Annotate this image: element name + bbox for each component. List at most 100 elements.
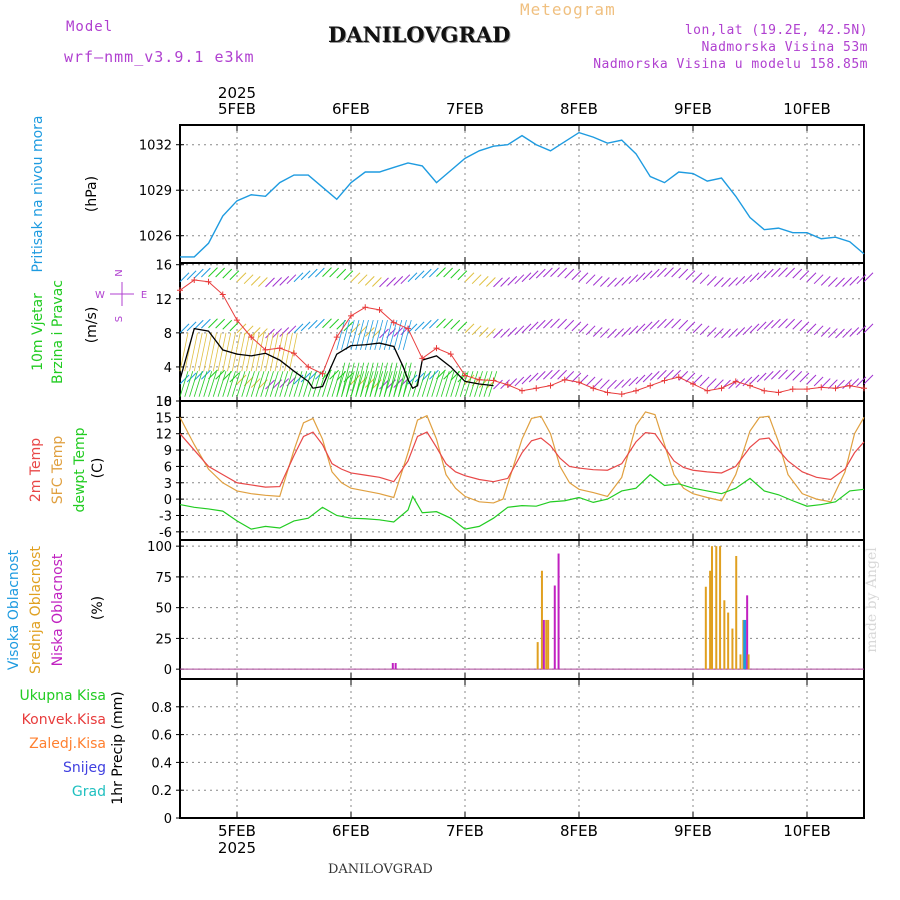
wind-barb: [721, 277, 731, 288]
wind-barb: [699, 376, 710, 387]
watermark: made by Angel: [864, 547, 880, 653]
wind-barb: [201, 267, 211, 278]
wind-barb: [393, 276, 404, 286]
wind-barb: [535, 268, 546, 279]
wind-barb: [493, 277, 503, 288]
cloud-mid-axis-label: Srednja Oblacnost: [28, 546, 44, 674]
wind-hatch: [431, 371, 441, 397]
wind-barb: [464, 323, 475, 334]
wind-hatch: [341, 319, 350, 350]
wind-hatch: [236, 371, 246, 397]
gust-marker: [276, 345, 283, 352]
wind-barb: [350, 272, 361, 283]
wind-barb: [429, 267, 439, 278]
wind-barb: [179, 323, 190, 334]
wind-barb: [229, 372, 240, 383]
wind-barb: [186, 372, 197, 383]
wind-barb: [307, 319, 318, 330]
cloud-bar: [746, 595, 749, 670]
wind-barb: [756, 321, 767, 332]
wind-barb: [778, 267, 788, 277]
wind-barb: [785, 369, 795, 380]
wind-barb: [450, 268, 461, 279]
wind-barb: [756, 372, 767, 383]
wind-barb: [678, 370, 689, 381]
wind-barb: [799, 372, 810, 383]
wind-barb: [763, 268, 774, 279]
gust-marker: [832, 385, 839, 392]
wind-hatch: [208, 371, 217, 397]
wind-barb: [521, 323, 532, 334]
wind-barb: [457, 270, 468, 281]
wind-barb: [421, 319, 432, 330]
wind-hatch: [483, 371, 493, 397]
wind-hatch: [464, 371, 474, 397]
wind-barb: [614, 379, 624, 390]
wind-barb: [493, 328, 503, 339]
wind-hatch: [388, 319, 398, 350]
wind-barb: [514, 274, 525, 285]
y-tick-label: 0: [164, 493, 172, 508]
wind-barb: [799, 321, 810, 332]
wind-hatch: [355, 362, 365, 397]
wind-hatch: [274, 332, 284, 372]
wind-barb: [300, 270, 311, 281]
wind-barb: [179, 272, 190, 283]
gust-marker: [305, 363, 312, 370]
wind-barb: [535, 319, 546, 330]
gust-marker: [462, 372, 468, 379]
wind-barb: [671, 267, 681, 278]
wind-hatch: [179, 371, 189, 397]
wind-barb: [828, 328, 838, 338]
cloud-bar: [711, 546, 713, 670]
wind-hatch: [350, 362, 360, 397]
gust-marker: [476, 376, 483, 383]
gust-marker: [319, 370, 326, 377]
cloud-bar: [557, 553, 560, 670]
wind-hatch: [393, 362, 403, 397]
gust-marker: [291, 350, 297, 357]
y-tick-label: 12: [155, 428, 172, 443]
wind-hatch: [445, 371, 455, 397]
date-label-bottom: 7FEB: [446, 822, 484, 840]
wind-hatch: [307, 371, 317, 397]
wind-barb: [265, 379, 275, 390]
page-title: DANILOVGRAD: [328, 22, 511, 47]
wind-barb: [543, 318, 553, 329]
wind-barb: [571, 270, 582, 281]
wind-barb: [343, 321, 354, 332]
wind-barb: [379, 277, 389, 288]
y-tick-label: 3: [164, 477, 172, 492]
wind-hatch: [336, 362, 346, 397]
gust-marker: [376, 306, 383, 313]
wind-hatch: [379, 319, 388, 350]
wind-speed-line: [179, 327, 494, 390]
gust-marker: [861, 385, 867, 392]
wind-barb: [806, 323, 817, 334]
wind-barb: [749, 272, 760, 283]
wind-hatch: [212, 371, 222, 397]
gust-marker: [561, 376, 568, 383]
wind-hatch: [265, 332, 274, 372]
wind-barb: [813, 274, 824, 285]
wind-barb: [635, 272, 646, 283]
wind-barb: [778, 318, 788, 329]
cloud-bar: [743, 619, 747, 670]
wind-barb: [621, 327, 632, 337]
wind-barb: [272, 328, 282, 338]
cloud-bar: [394, 663, 397, 670]
wind-hatch: [288, 371, 298, 397]
wind-barb: [429, 318, 439, 329]
wind-barb: [863, 272, 874, 283]
wind-barb: [236, 323, 247, 334]
date-label-bottom: 5FEB: [218, 822, 256, 840]
wind-barb: [272, 277, 282, 287]
date-label-bottom: 6FEB: [332, 822, 370, 840]
wind-barb: [557, 267, 567, 278]
y-tick-label: 6: [164, 460, 172, 475]
wind-barb: [664, 318, 674, 329]
wind-barb: [222, 268, 233, 279]
wind-hatch: [317, 371, 327, 397]
wind-barb: [771, 369, 781, 380]
y-tick-label: 0.2: [151, 784, 172, 799]
